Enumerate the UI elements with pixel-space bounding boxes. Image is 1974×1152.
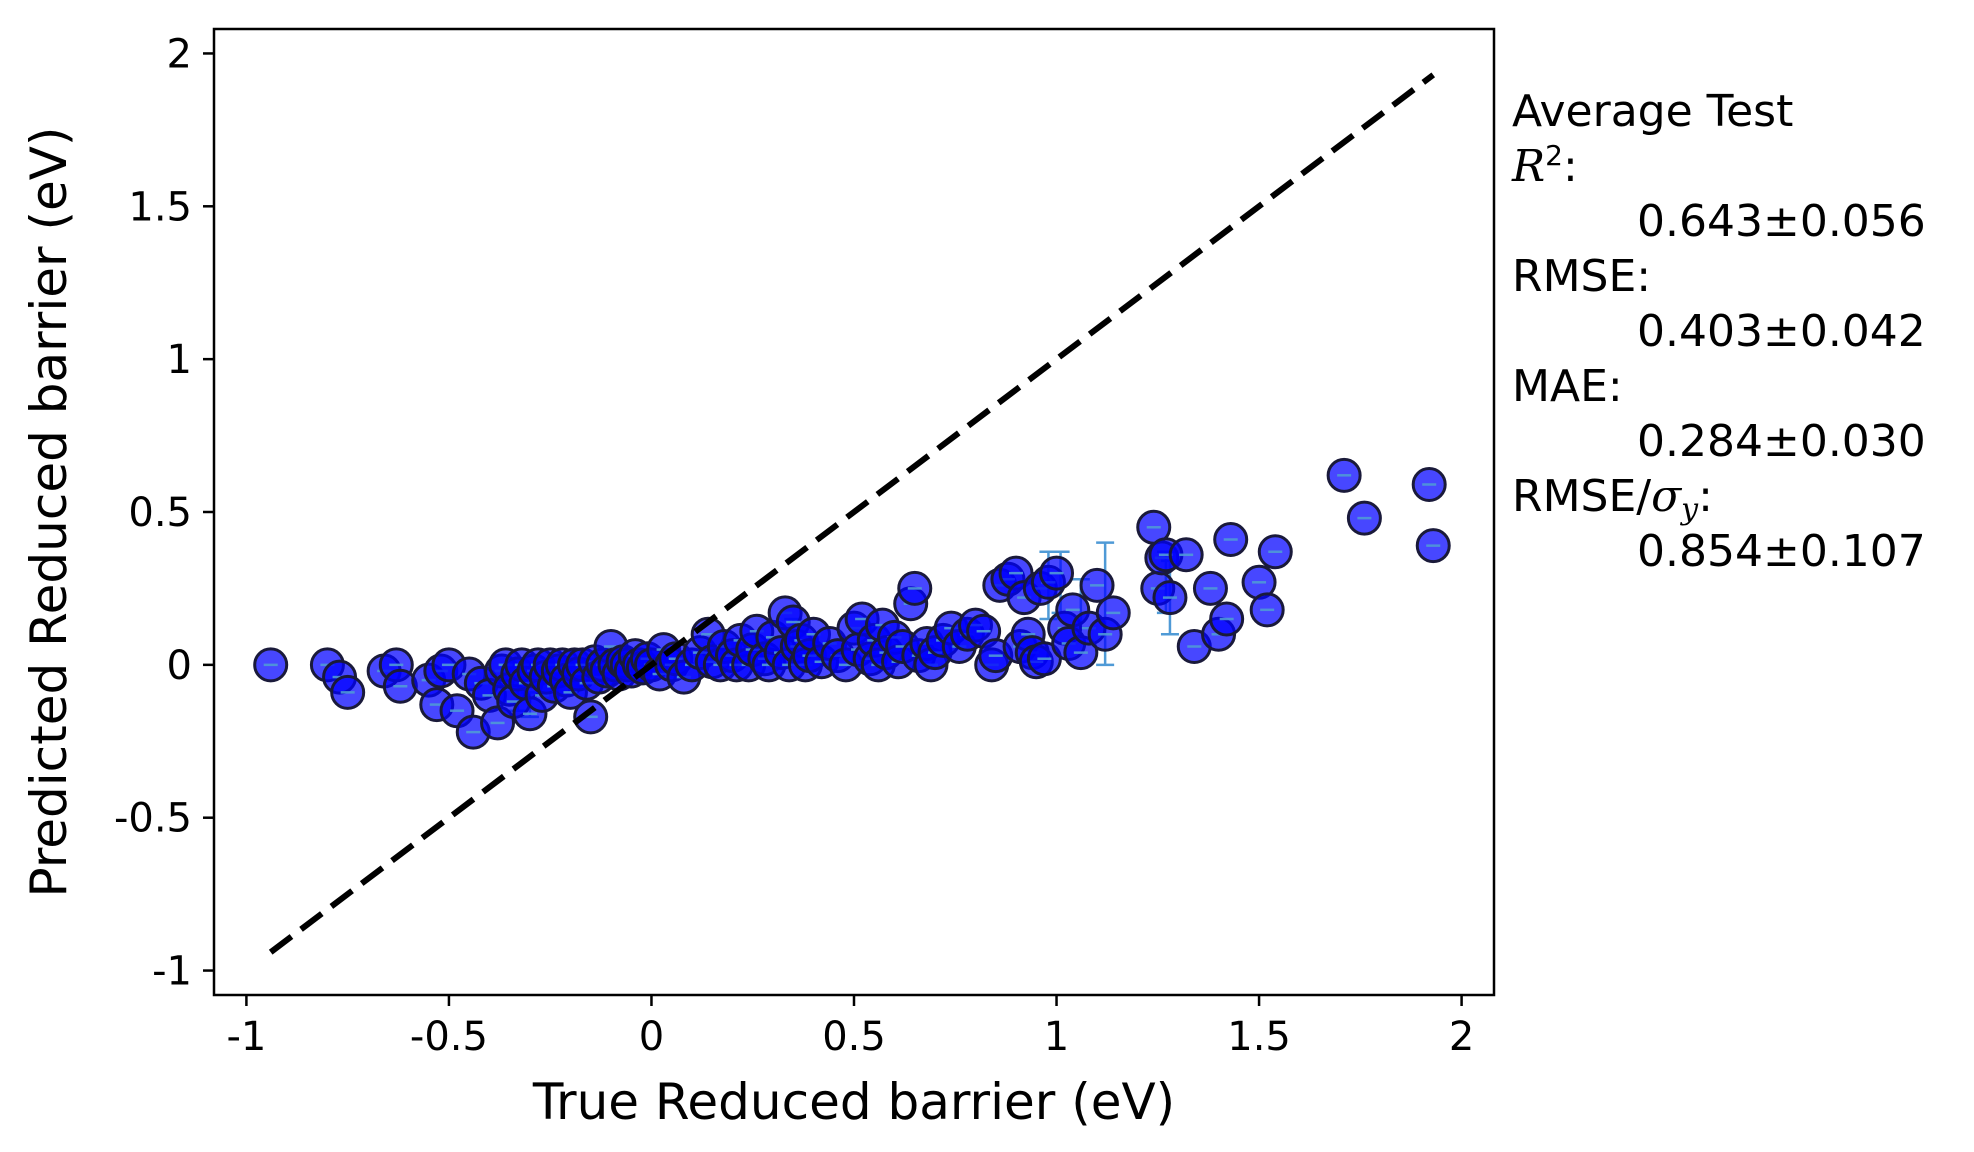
identity-line (268, 72, 1436, 955)
data-point (897, 570, 933, 606)
y-tick-label: 1.5 (128, 184, 192, 230)
data-points (253, 457, 1451, 750)
rmse-value: 0.403±0.042 (1637, 306, 1926, 357)
data-point (1168, 537, 1204, 573)
y-tick-label: 2 (167, 31, 192, 77)
y-tick-label: -0.5 (114, 796, 192, 842)
rmse-sigma-label: RMSE/σy: (1512, 471, 1713, 527)
data-point (1213, 522, 1249, 558)
y-tick-label: 0 (167, 643, 192, 689)
x-tick-label: -0.5 (410, 1014, 488, 1060)
y-tick-label: -1 (152, 949, 192, 995)
data-point (1039, 555, 1075, 591)
data-point (1411, 466, 1447, 502)
x-axis-label: True Reduced barrier (eV) (532, 1073, 1175, 1131)
data-point (382, 668, 418, 704)
x-tick-label: 1 (1044, 1014, 1069, 1060)
metrics-title: Average Test (1512, 86, 1794, 137)
r2-label: R2: (1512, 139, 1578, 192)
data-point (1249, 592, 1285, 628)
y-axis-ticks: -1 -0.5 0 0.5 1 1.5 2 (114, 31, 214, 995)
metrics-panel: Average Test R2: 0.643±0.056 RMSE: 0.403… (1512, 84, 1926, 579)
data-point (1257, 534, 1293, 570)
data-point (330, 674, 366, 710)
data-point (1095, 595, 1131, 631)
mae-label: MAE: (1512, 361, 1623, 412)
rmse-sigma-value: 0.854±0.107 (1637, 526, 1926, 577)
y-tick-label: 0.5 (128, 490, 192, 536)
data-point (253, 647, 289, 683)
x-tick-label: 0.5 (822, 1014, 886, 1060)
r2-value: 0.643±0.056 (1637, 196, 1926, 247)
rmse-label: RMSE: (1512, 251, 1652, 302)
x-tick-label: 0 (639, 1014, 664, 1060)
data-point (1192, 570, 1228, 606)
y-tick-label: 1 (167, 337, 192, 383)
x-tick-label: -1 (226, 1014, 266, 1060)
x-axis-ticks: -1 -0.5 0 0.5 1 1.5 2 (226, 995, 1474, 1060)
mae-value: 0.284±0.030 (1637, 416, 1926, 467)
data-point (1152, 580, 1188, 616)
data-point (1209, 601, 1245, 637)
y-axis-label: Predicted Reduced barrier (eV) (20, 127, 78, 898)
data-point (1346, 500, 1382, 536)
data-point (1079, 567, 1115, 603)
data-point (1415, 528, 1451, 564)
x-tick-label: 2 (1449, 1014, 1474, 1060)
x-tick-label: 1.5 (1227, 1014, 1291, 1060)
data-point (1326, 457, 1362, 493)
